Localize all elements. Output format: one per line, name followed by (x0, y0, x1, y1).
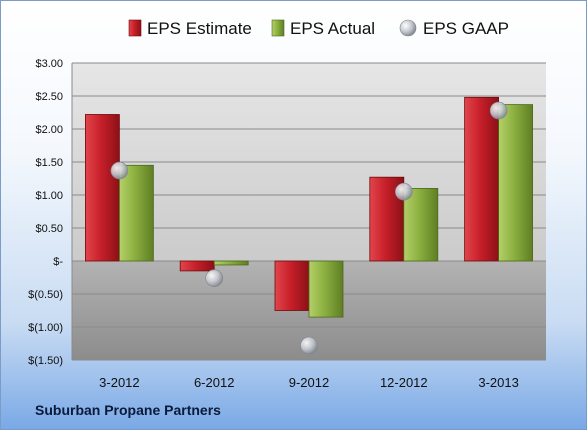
x-tick-label: 9-2012 (289, 375, 329, 390)
x-tick-label: 12-2012 (380, 375, 428, 390)
y-tick-label: $2.50 (35, 91, 63, 103)
eps-gaap-marker (205, 269, 223, 287)
y-tick-label: $(0.50) (28, 289, 63, 301)
legend-swatch-eps-estimate (128, 19, 142, 37)
legend-label-eps-estimate: EPS Estimate (147, 19, 252, 38)
eps-actual-bar (403, 187, 439, 262)
eps-gaap-marker (489, 101, 508, 120)
legend-swatch-eps-actual (271, 19, 285, 37)
x-tick-label: 3-2012 (99, 375, 139, 390)
legend-swatch-eps-gaap (399, 19, 417, 37)
eps-actual-bar (498, 104, 534, 262)
eps-actual-bar (213, 260, 249, 266)
legend-label-eps-actual: EPS Actual (290, 19, 375, 38)
y-tick-label: $2.00 (35, 124, 63, 136)
eps-gaap-marker (300, 336, 318, 355)
eps-estimate-bar (85, 114, 120, 262)
legend-label-eps-gaap: EPS GAAP (423, 19, 509, 38)
eps-actual-bar (308, 260, 344, 318)
y-tick-label: $1.50 (35, 157, 63, 169)
y-tick-label: $0.50 (35, 223, 63, 235)
x-tick-label: 3-2013 (478, 375, 518, 390)
y-tick-label: $1.00 (35, 190, 63, 202)
eps-estimate-bar (179, 260, 215, 272)
y-tick-label: $(1.50) (28, 355, 63, 367)
company-name: Suburban Propane Partners (35, 402, 221, 418)
eps-gaap-marker (110, 161, 129, 180)
y-tick-label: $(1.00) (28, 322, 63, 334)
y-tick-label: $- (53, 256, 63, 268)
eps-actual-bar (119, 164, 154, 262)
eps-estimate-bar (274, 260, 310, 311)
y-tick-label: $3.00 (35, 58, 63, 70)
x-tick-label: 6-2012 (194, 375, 234, 390)
eps-gaap-marker (394, 182, 413, 201)
eps-estimate-bar (464, 96, 500, 262)
